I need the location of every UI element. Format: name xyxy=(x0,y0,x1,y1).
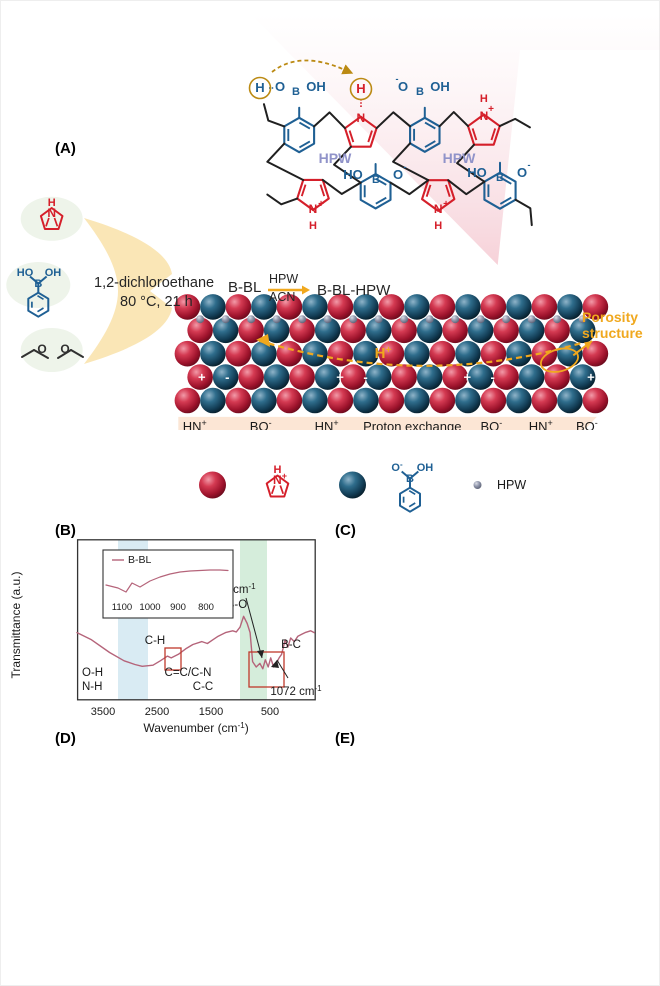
svg-text:1500: 1500 xyxy=(199,706,223,718)
svg-text:H: H xyxy=(480,93,488,105)
svg-text:H: H xyxy=(434,220,442,232)
svg-text:O-H: O-H xyxy=(82,667,103,679)
svg-text:B-BL: B-BL xyxy=(128,554,152,566)
svg-text:3500: 3500 xyxy=(91,706,115,718)
svg-text:Transmittance (a.u.): Transmittance (a.u.) xyxy=(9,572,23,679)
svg-text:500: 500 xyxy=(261,706,279,718)
svg-text:Proton exchange: Proton exchange xyxy=(363,419,461,430)
svg-text:OH: OH xyxy=(417,462,434,474)
svg-text:ACN: ACN xyxy=(269,290,295,304)
svg-text:N: N xyxy=(309,202,318,216)
svg-text:H: H xyxy=(255,80,264,95)
svg-text:O: O xyxy=(398,79,408,94)
svg-text:N: N xyxy=(480,109,489,123)
svg-text:OH: OH xyxy=(306,79,326,94)
svg-text:N: N xyxy=(356,111,365,125)
svg-text:-: - xyxy=(225,370,229,385)
svg-text:N: N xyxy=(47,206,56,220)
svg-text:-: - xyxy=(528,160,531,170)
svg-text:B: B xyxy=(292,86,300,98)
svg-text:+: + xyxy=(488,104,494,115)
svg-text:B-C: B-C xyxy=(281,639,301,651)
svg-text:B-BL: B-BL xyxy=(228,279,261,296)
svg-text:C-H: C-H xyxy=(145,635,165,647)
svg-text:N-H: N-H xyxy=(82,681,102,693)
svg-text:C-C: C-C xyxy=(193,681,213,693)
svg-text:+: + xyxy=(198,370,206,385)
svg-text:+: + xyxy=(587,370,595,385)
svg-text:+: + xyxy=(443,199,449,210)
svg-text:N: N xyxy=(434,202,443,216)
svg-text:O: O xyxy=(517,165,527,180)
svg-text:2500: 2500 xyxy=(145,706,169,718)
svg-text:HO: HO xyxy=(343,167,363,182)
svg-text:HO: HO xyxy=(17,267,34,279)
svg-text:OH: OH xyxy=(430,79,450,94)
svg-text:structure: structure xyxy=(582,325,643,341)
svg-text:BO-: BO- xyxy=(250,418,272,430)
svg-text:B: B xyxy=(416,86,424,98)
svg-text:B: B xyxy=(34,278,42,290)
svg-text:H: H xyxy=(309,220,317,232)
svg-text:Wavenumber (cm-1): Wavenumber (cm-1) xyxy=(143,721,248,736)
svg-text:1000: 1000 xyxy=(139,602,160,613)
svg-text:1,2-dichloroethane: 1,2-dichloroethane xyxy=(94,275,214,291)
svg-text:HPW: HPW xyxy=(269,272,298,286)
svg-text:O: O xyxy=(393,167,403,182)
svg-text:1072 cm-1: 1072 cm-1 xyxy=(270,684,322,699)
svg-text:HPW: HPW xyxy=(497,478,526,492)
svg-text:-: - xyxy=(363,370,367,385)
svg-text:-: - xyxy=(404,162,407,172)
svg-text:O: O xyxy=(60,342,69,356)
svg-text:+: + xyxy=(336,370,344,385)
svg-text:O-: O- xyxy=(391,460,403,475)
svg-text:800: 800 xyxy=(198,602,214,613)
svg-text:HPW: HPW xyxy=(319,150,352,166)
svg-text:B: B xyxy=(496,172,504,184)
svg-text:-: - xyxy=(491,370,495,385)
svg-text:-: - xyxy=(396,74,399,84)
svg-text:C=C/C-N: C=C/C-N xyxy=(165,667,212,679)
svg-text:O: O xyxy=(275,79,285,94)
svg-text:Porosity: Porosity xyxy=(582,309,638,325)
svg-text:+: + xyxy=(318,199,324,210)
svg-text:B: B xyxy=(372,174,380,186)
svg-text:B-BL-HPW: B-BL-HPW xyxy=(317,282,391,299)
svg-text:O: O xyxy=(37,342,46,356)
svg-text:N+: N+ xyxy=(273,471,287,487)
svg-text:80 °C, 21 h: 80 °C, 21 h xyxy=(120,294,193,310)
svg-text:BO-: BO- xyxy=(576,418,598,430)
svg-text:-: - xyxy=(614,370,618,385)
svg-text:OH: OH xyxy=(45,267,62,279)
svg-text:+: + xyxy=(464,370,472,385)
svg-text:H: H xyxy=(356,81,365,96)
svg-text:HPW: HPW xyxy=(443,150,476,166)
svg-text:HO: HO xyxy=(467,165,487,180)
svg-text:900: 900 xyxy=(170,602,186,613)
svg-text:B: B xyxy=(406,473,414,485)
svg-text:1100: 1100 xyxy=(112,602,132,613)
svg-text:BO-: BO- xyxy=(481,418,503,430)
